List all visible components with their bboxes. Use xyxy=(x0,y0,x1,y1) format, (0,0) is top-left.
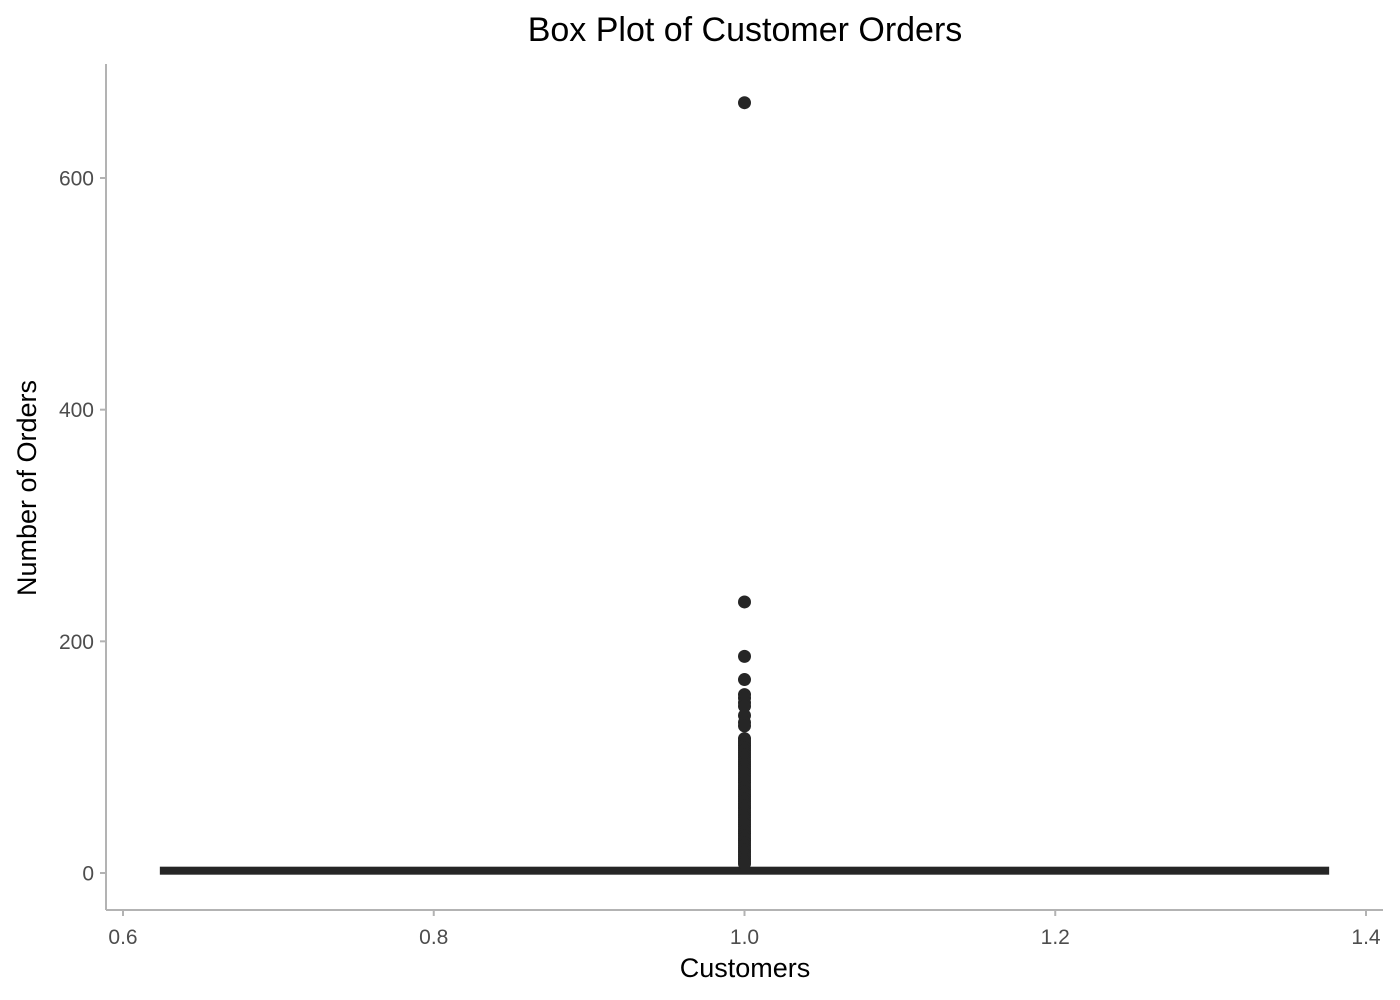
y-tick-label: 0 xyxy=(82,863,94,886)
y-axis-title-group: Number of Orders xyxy=(12,380,42,596)
outlier-point xyxy=(738,673,751,687)
y-axis-title: Number of Orders xyxy=(12,380,42,596)
y-ticks: 0 200 400 600 xyxy=(59,168,106,886)
y-tick-label: 400 xyxy=(59,399,94,422)
outlier-point xyxy=(738,857,751,871)
outlier-points xyxy=(738,96,751,871)
outlier-point xyxy=(738,96,751,110)
x-tick-label: 1.2 xyxy=(1041,926,1070,949)
x-tick-label: 1.0 xyxy=(730,926,759,949)
x-ticks: 0.6 0.8 1.0 1.2 1.4 xyxy=(108,910,1381,949)
outlier-point xyxy=(738,699,751,713)
y-tick-label: 600 xyxy=(59,168,94,191)
x-tick-label: 0.8 xyxy=(419,926,448,949)
x-tick-label: 1.4 xyxy=(1351,926,1381,949)
outlier-point xyxy=(738,719,751,733)
chart-title: Box Plot of Customer Orders xyxy=(528,11,963,49)
x-axis-title: Customers xyxy=(680,953,811,983)
y-tick-label: 200 xyxy=(59,631,94,654)
outlier-point xyxy=(738,649,751,663)
x-tick-label: 0.6 xyxy=(108,926,137,949)
outlier-point xyxy=(738,595,751,609)
